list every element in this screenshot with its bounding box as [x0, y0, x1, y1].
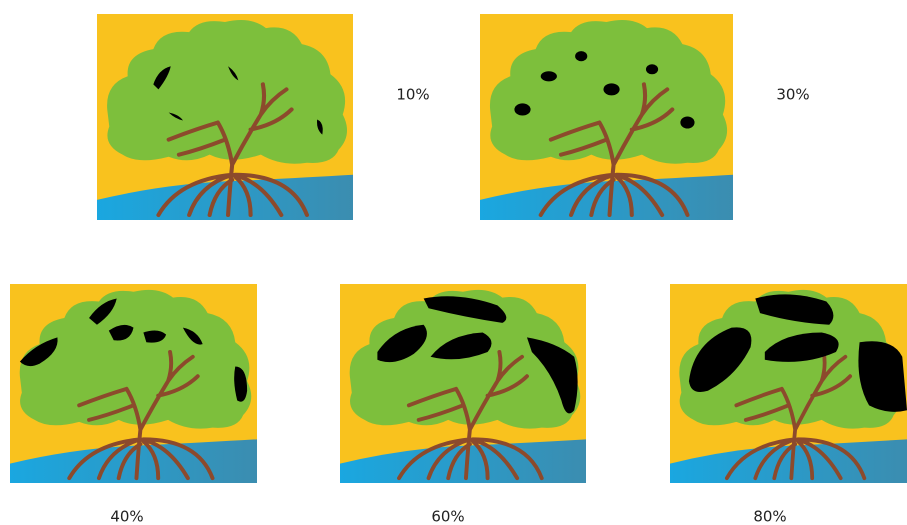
damage-label: 30%	[776, 86, 809, 104]
tree-panel	[10, 284, 257, 483]
tree-panel	[340, 284, 586, 483]
tree-panel	[480, 14, 733, 220]
damage-label: 80%	[753, 508, 786, 525]
damage-label: 40%	[110, 508, 143, 525]
damage-label: 60%	[431, 508, 464, 525]
tree-panel	[670, 284, 907, 483]
damage-label: 10%	[396, 86, 429, 104]
tree-panel	[97, 14, 353, 220]
